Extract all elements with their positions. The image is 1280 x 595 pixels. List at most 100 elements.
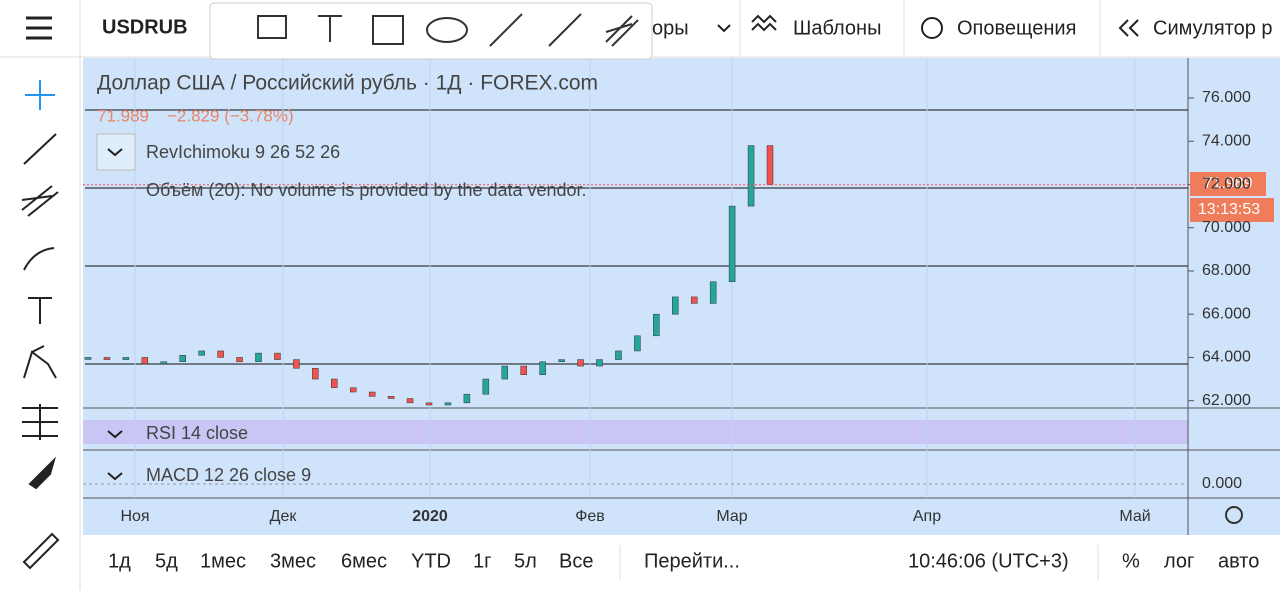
- chart-area: [83, 58, 1280, 535]
- candle: [709, 281, 717, 304]
- arrow-tool[interactable]: [489, 13, 523, 47]
- candle: [293, 359, 300, 369]
- candle: [349, 387, 357, 393]
- candle: [141, 357, 149, 365]
- candle: [501, 365, 509, 380]
- templates-icon[interactable]: [751, 14, 777, 32]
- collapse-button[interactable]: [96, 133, 136, 171]
- candle: [634, 335, 641, 352]
- ellipse-tool[interactable]: [426, 17, 468, 43]
- range-button[interactable]: 1мес: [200, 550, 246, 572]
- candle: [84, 357, 92, 360]
- candle: [312, 367, 319, 380]
- candle: [198, 350, 205, 356]
- brush-tool[interactable]: [23, 247, 55, 271]
- candle: [577, 359, 584, 367]
- candle: [217, 350, 224, 358]
- trend-line-tool[interactable]: [23, 133, 57, 165]
- goto-button[interactable]: Перейти...: [644, 550, 740, 572]
- indicator-legend[interactable]: RSI 14 close: [146, 423, 248, 443]
- candle: [122, 357, 130, 360]
- pattern-tool[interactable]: [23, 345, 57, 379]
- scale-option[interactable]: лог: [1164, 550, 1194, 572]
- menu-button[interactable]: [26, 16, 52, 40]
- range-button[interactable]: 1д: [108, 550, 131, 572]
- candle: [728, 205, 736, 283]
- indicator-legend[interactable]: RevIchimoku 9 26 52 26: [146, 142, 340, 162]
- scale-option[interactable]: %: [1122, 550, 1140, 572]
- chevron[interactable]: [107, 148, 123, 157]
- y-tick-label: 70.000: [1202, 219, 1251, 236]
- candle: [520, 365, 527, 375]
- rectangle-tool[interactable]: [372, 15, 404, 45]
- callout-tool[interactable]: [257, 15, 287, 39]
- candle: [653, 313, 660, 337]
- ruler-tool[interactable]: [22, 532, 60, 570]
- x-tick-label: 2020: [412, 508, 448, 525]
- candle: [160, 361, 168, 365]
- candle: [672, 296, 679, 315]
- candle: [482, 378, 490, 395]
- candle: [444, 402, 452, 406]
- candle: [425, 402, 433, 406]
- range-button[interactable]: Все: [559, 550, 593, 572]
- y-tick-label: 72.000: [1202, 176, 1251, 193]
- range-button[interactable]: 3мес: [270, 550, 316, 572]
- drawing-toolbar: [209, 2, 653, 60]
- range-button[interactable]: 5д: [155, 550, 178, 572]
- replay-button[interactable]: Симулятор р: [1153, 17, 1273, 39]
- alerts-button[interactable]: Оповещения: [957, 17, 1076, 39]
- fib-tool[interactable]: [605, 15, 639, 47]
- templates-button[interactable]: Шаблоны: [793, 17, 881, 39]
- last-price: 71.989: [1204, 175, 1253, 192]
- candle: [766, 145, 774, 185]
- x-tick-label: Мар: [716, 508, 747, 525]
- candle: [615, 350, 622, 360]
- indicator-legend[interactable]: Объём (20): No volume is provided by the…: [146, 180, 587, 200]
- y-tick-label: 64.000: [1202, 349, 1251, 366]
- candle: [690, 296, 698, 304]
- candle: [558, 359, 565, 363]
- macd-tick-label: 0.000: [1202, 475, 1242, 492]
- clock[interactable]: 10:46:06 (UTC+3): [908, 550, 1069, 572]
- left-toolbar: [21, 80, 60, 570]
- candle: [236, 357, 243, 363]
- line-tool[interactable]: [548, 13, 582, 47]
- alerts-icon[interactable]: [921, 17, 943, 39]
- rocket-tool[interactable]: [28, 456, 57, 490]
- bottom-controls: 1д 5д 1мес 3мес 6мес YTD 1г 5л Все% лог авто: [108, 550, 1259, 572]
- candle: [179, 355, 186, 363]
- indicator-legend[interactable]: MACD 12 26 close 9: [146, 465, 311, 485]
- candle: [103, 357, 111, 360]
- x-tick-label: Апр: [913, 508, 941, 525]
- x-tick-label: Ноя: [120, 508, 149, 525]
- range-button[interactable]: 5л: [514, 550, 537, 572]
- range-button[interactable]: YTD: [411, 550, 451, 572]
- chevron[interactable]: [107, 472, 123, 481]
- prediction-tool[interactable]: [22, 404, 58, 440]
- candle: [387, 396, 395, 399]
- text-tool[interactable]: [28, 297, 52, 324]
- quote: 71.989: [97, 106, 149, 125]
- crosshair-tool[interactable]: [25, 80, 55, 110]
- plot: [83, 58, 1194, 498]
- range-button[interactable]: 1г: [473, 550, 491, 572]
- indicators-button[interactable]: оры: [652, 17, 689, 39]
- countdown: 13:13:53: [1198, 201, 1260, 218]
- scale-option[interactable]: авто: [1218, 550, 1259, 572]
- symbol[interactable]: USDRUB: [102, 16, 188, 38]
- dropdown-arrow[interactable]: [717, 24, 731, 33]
- candle: [368, 391, 376, 397]
- replay-icon[interactable]: [1118, 19, 1139, 37]
- range-button[interactable]: 6мес: [341, 550, 387, 572]
- settings-button[interactable]: [1225, 506, 1243, 524]
- candle: [463, 393, 471, 404]
- candle: [747, 145, 755, 207]
- candle: [331, 378, 338, 388]
- pitchfork-tool[interactable]: [21, 185, 59, 217]
- text-tool[interactable]: [318, 15, 342, 42]
- chevron[interactable]: [107, 430, 123, 439]
- x-tick-label: Май: [1119, 508, 1150, 525]
